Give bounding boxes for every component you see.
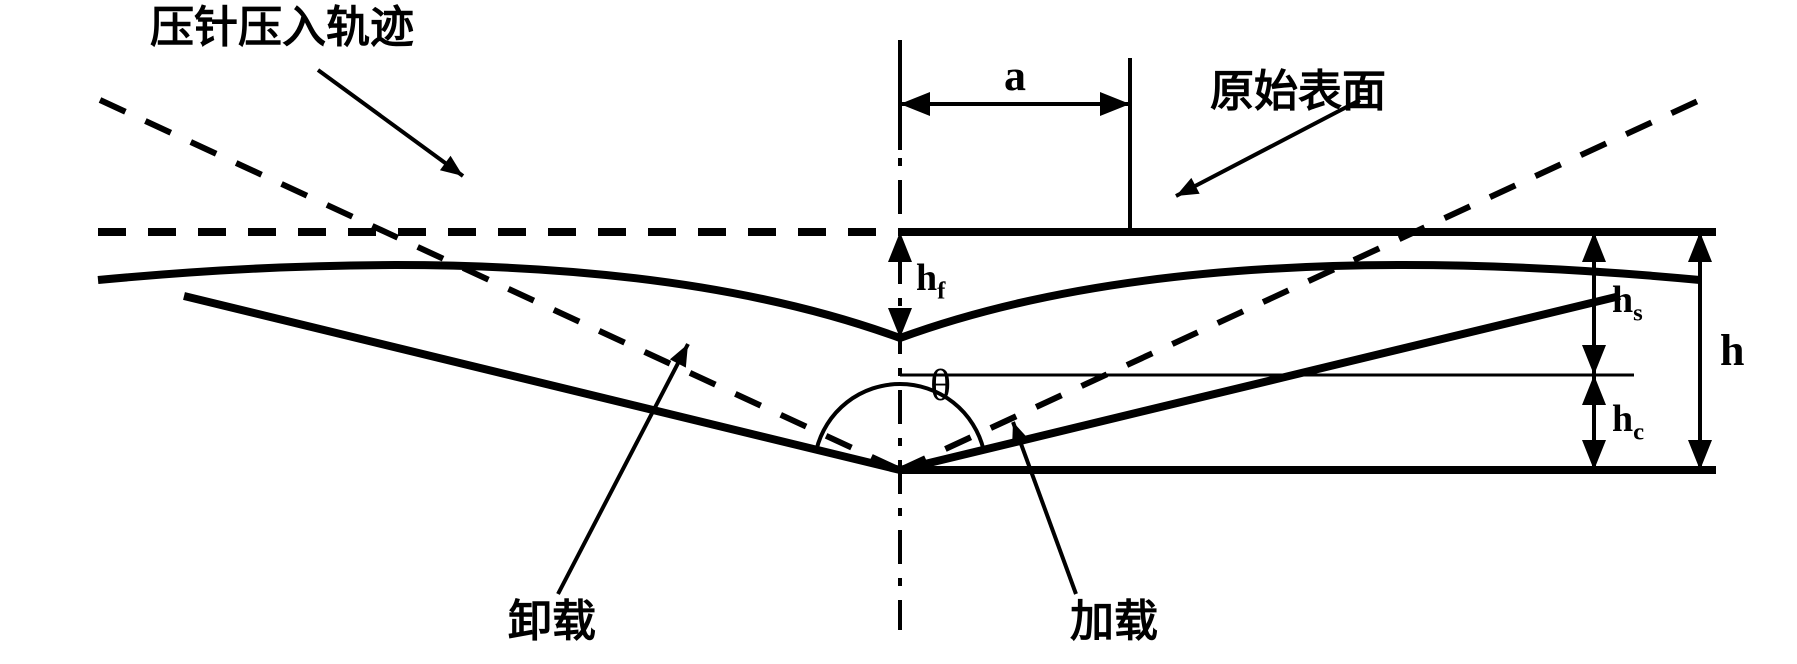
label-unload: 卸载 (508, 600, 596, 644)
label-hf: hf (916, 259, 945, 304)
hc-sub: c (1633, 419, 1644, 446)
label-hs: hs (1612, 281, 1643, 326)
label-hc: hc (1612, 400, 1644, 445)
hc-main: h (1612, 398, 1633, 440)
label-original-surface: 原始表面 (1210, 70, 1386, 114)
hs-main: h (1612, 279, 1633, 321)
hs-sub: s (1633, 300, 1643, 327)
label-theta: θ (930, 364, 951, 408)
hf-main: h (916, 257, 937, 299)
diagram-stage: 压针压入轨迹 原始表面 卸载 加载 a θ h hf hs hc (0, 0, 1797, 664)
label-a: a (1004, 54, 1026, 98)
label-h: h (1720, 329, 1744, 373)
hf-sub: f (937, 277, 945, 304)
label-indenter-trace: 压针压入轨迹 (150, 6, 414, 50)
label-load: 加载 (1070, 600, 1158, 644)
diagram-svg (0, 0, 1797, 664)
